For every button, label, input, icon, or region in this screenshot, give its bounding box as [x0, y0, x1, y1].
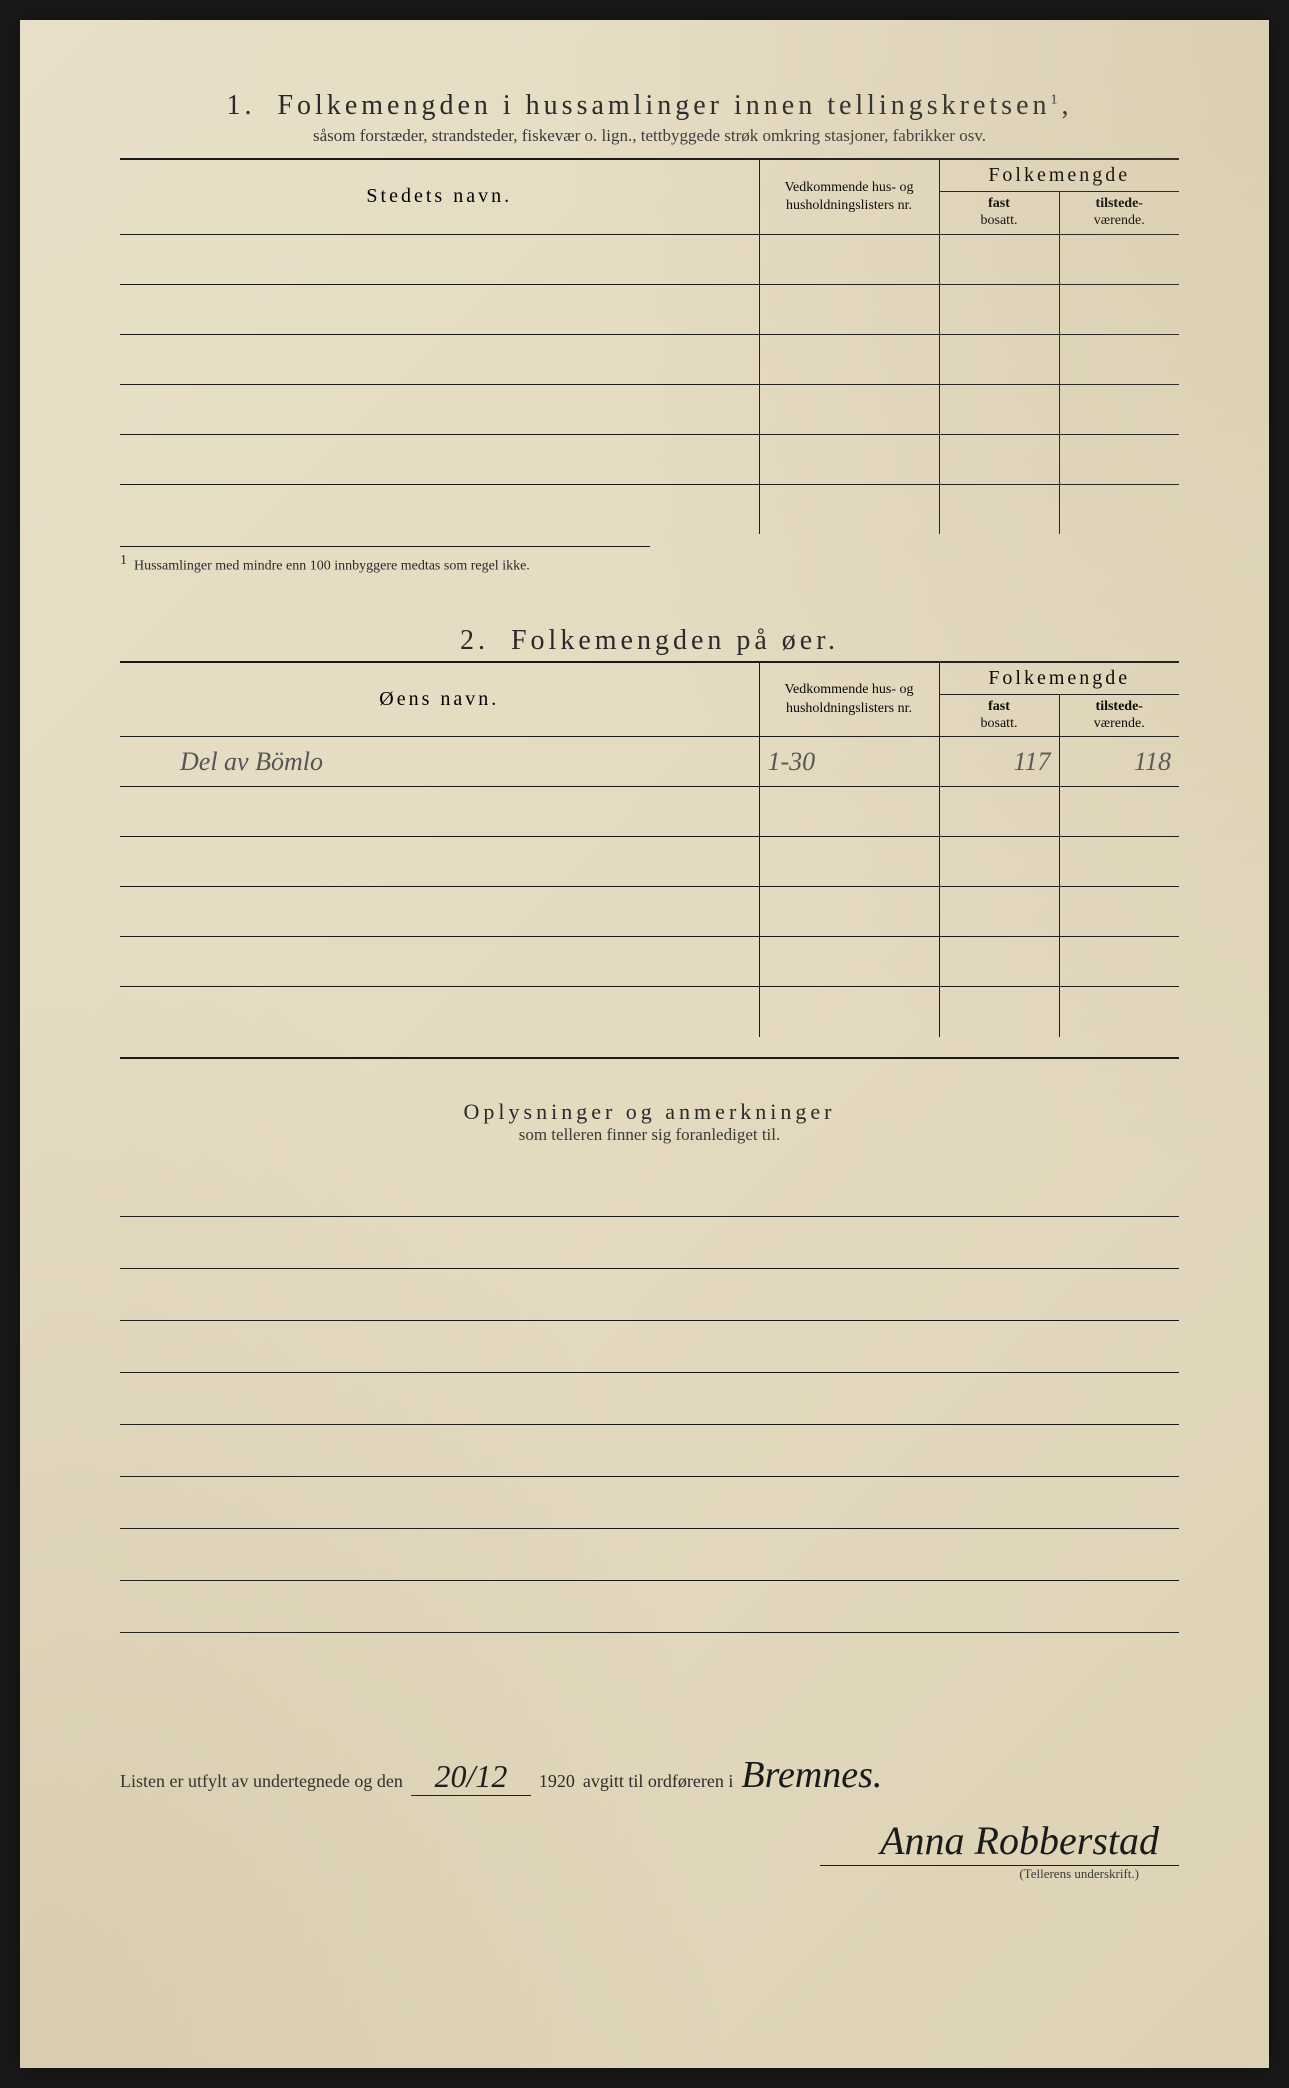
col-lists-header2: Vedkommende hus- og husholdningslisters … [759, 662, 939, 737]
row-fast: 117 [939, 737, 1059, 787]
section2-title: 2. Folkemengden på øer. [120, 625, 1179, 657]
table-row [120, 887, 1179, 937]
table-row: Del av Bömlo 1-30 117 118 [120, 737, 1179, 787]
sig-prefix: Listen er utfylt av undertegnede og den [120, 1771, 403, 1792]
ruled-line [120, 1269, 1179, 1321]
section2-number: 2. [460, 625, 489, 656]
row-name: Del av Bömlo [120, 737, 759, 787]
col-tilstede2: tilstede- værende. [1059, 694, 1179, 737]
col-oens-navn: Øens navn. [120, 662, 759, 737]
table-row [120, 484, 1179, 534]
ruled-line [120, 1321, 1179, 1373]
table-row [120, 937, 1179, 987]
footnote: 1 Hussamlinger med mindre enn 100 innbyg… [120, 546, 650, 575]
col-fast2: fast bosatt. [939, 694, 1059, 737]
divider [120, 1057, 1179, 1059]
table-row [120, 987, 1179, 1037]
sig-date: 20/12 [411, 1758, 531, 1796]
sig-place: Bremnes. [741, 1753, 882, 1797]
section1-number: 1. [226, 90, 255, 121]
section3-subtitle: som telleren finner sig foranlediget til… [120, 1125, 1179, 1145]
sig-caption: (Tellerens underskrift.) [120, 1866, 1179, 1882]
document-page: 1. Folkemengden i hussamlinger innen tel… [20, 20, 1269, 2068]
col-tilstede: tilstede- værende. [1059, 192, 1179, 235]
col-folkemengde2: Folkemengde [939, 662, 1179, 695]
ruled-line [120, 1165, 1179, 1217]
table-row [120, 434, 1179, 484]
col-stedets-navn: Stedets navn. [120, 159, 759, 234]
row-lists: 1-30 [759, 737, 939, 787]
table-row [120, 787, 1179, 837]
table-row [120, 284, 1179, 334]
ruled-line [120, 1477, 1179, 1529]
row-tilstede: 118 [1059, 737, 1179, 787]
section1-sup: 1 [1051, 93, 1062, 108]
col-folkemengde: Folkemengde [939, 159, 1179, 192]
ruled-line [120, 1373, 1179, 1425]
sig-name: Anna Robberstad [820, 1818, 1179, 1866]
table-row [120, 384, 1179, 434]
section1-title: 1. Folkemengden i hussamlinger innen tel… [120, 90, 1179, 122]
section1-subtitle: såsom forstæder, strandsteder, fiskevær … [120, 126, 1179, 146]
ruled-line [120, 1529, 1179, 1581]
sig-year: 1920 [539, 1771, 575, 1792]
col-lists-header: Vedkommende hus- og husholdningslisters … [759, 159, 939, 234]
table-row [120, 234, 1179, 284]
ruled-line [120, 1425, 1179, 1477]
ruled-line [120, 1581, 1179, 1633]
table-section2: Øens navn. Vedkommende hus- og husholdni… [120, 661, 1179, 1037]
section3-title: Oplysninger og anmerkninger [120, 1099, 1179, 1125]
section2-title-text: Folkemengden på øer. [511, 625, 839, 656]
ruled-line [120, 1217, 1179, 1269]
section1-title-text: Folkemengden i hussamlinger innen tellin… [277, 90, 1050, 121]
table-row [120, 334, 1179, 384]
table-row [120, 837, 1179, 887]
sig-middle: avgitt til ordføreren i [583, 1771, 733, 1792]
table-section1: Stedets navn. Vedkommende hus- og hushol… [120, 158, 1179, 534]
col-fast: fast bosatt. [939, 192, 1059, 235]
ruled-lines [120, 1165, 1179, 1633]
signature-area: Listen er utfylt av undertegnede og den … [120, 1753, 1179, 1882]
